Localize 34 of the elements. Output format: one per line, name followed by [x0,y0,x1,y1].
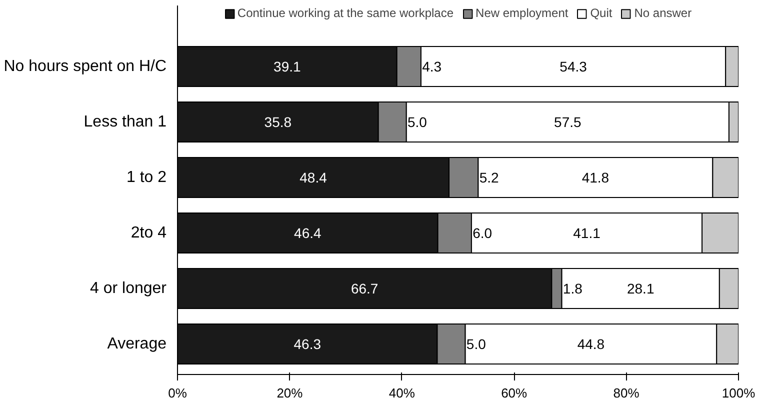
y-tick-label: 4 or longer [90,280,168,297]
y-tick-label: Average [107,335,167,352]
y-tick-label: Less than 1 [84,114,167,131]
data-label: 46.3 [294,336,322,352]
y-tick-label: No hours spent on H/C [4,58,166,76]
data-label: 39.1 [274,58,302,75]
data-label: 66.7 [350,280,378,296]
legend-label: Continue working at the same workplace [237,6,454,20]
y-tick-label: 2to 4 [130,224,167,242]
legend-label: No answer [634,6,692,20]
data-label: 46.4 [294,225,322,242]
data-label: 35.8 [264,114,292,130]
data-label: 48.4 [300,170,328,186]
data-label: 54.3 [560,58,588,75]
x-tick-label: 40% [388,386,416,400]
data-label: 5.2 [479,170,499,186]
data-label: 5.0 [408,114,428,130]
x-tick-label: 100% [722,386,756,400]
legend-label: Quit [590,6,612,20]
x-tick-label: 20% [276,386,304,400]
x-tick-label: 80% [613,386,640,400]
data-label: 41.8 [582,170,610,186]
data-label: 6.0 [472,225,492,242]
x-tick-label: 0% [168,386,188,400]
data-label: 1.8 [562,280,583,296]
y-tick-label: 1 to 2 [126,169,167,186]
x-tick-label: 60% [501,386,528,400]
data-label: 44.8 [577,336,605,352]
data-label: 57.5 [554,114,582,130]
legend-label: New employment [476,6,568,20]
data-label: 4.3 [422,58,442,75]
data-label: 41.1 [573,225,601,242]
data-label: 5.0 [466,336,486,352]
data-label: 28.1 [626,280,654,296]
